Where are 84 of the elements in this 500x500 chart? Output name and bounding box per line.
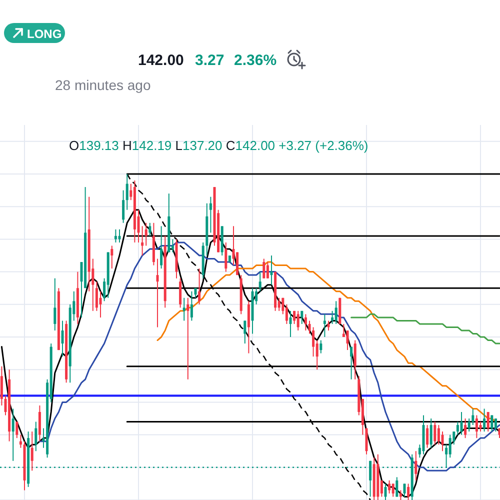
candlestick — [95, 281, 98, 312]
candlestick — [194, 288, 197, 298]
candlestick — [490, 414, 494, 432]
candlestick — [479, 421, 482, 432]
candlestick — [16, 421, 18, 439]
candlestick — [99, 290, 102, 318]
candlestick — [464, 418, 467, 439]
text: O139.13 H142.19 L137.20 C142.00 +3.27 (+2.36%) — [69, 138, 368, 153]
text: 3.27 — [195, 52, 224, 69]
candlestick — [426, 424, 429, 448]
candlestick — [54, 278, 56, 331]
candlestick — [156, 258, 159, 328]
candlestick — [369, 460, 372, 498]
candlestick — [308, 320, 311, 334]
candlestick — [270, 255, 273, 286]
candlestick — [126, 174, 128, 210]
candlestick — [141, 226, 144, 256]
candlestick — [388, 480, 391, 494]
candlestick — [456, 421, 459, 436]
candlestick — [403, 483, 406, 498]
candlestick — [414, 450, 418, 481]
candlestick — [179, 278, 182, 308]
candlestick — [472, 408, 474, 426]
candlestick — [0, 366, 3, 406]
candlestick — [437, 424, 440, 446]
candlestick — [247, 300, 250, 354]
candlestick — [186, 297, 190, 380]
candlestick — [190, 290, 193, 322]
candlestick — [38, 404, 41, 442]
candlestick — [483, 408, 486, 432]
candlestick — [19, 434, 22, 448]
candlestick — [327, 320, 330, 331]
candlestick — [494, 418, 497, 432]
candlestick — [293, 310, 296, 324]
candlestick — [262, 258, 266, 279]
text: 142.00 — [138, 52, 184, 69]
candlestick — [365, 428, 368, 455]
candlestick — [182, 297, 186, 322]
candlestick — [392, 483, 394, 498]
candlestick — [312, 326, 315, 358]
candlestick — [320, 340, 322, 354]
candlestick — [12, 408, 14, 462]
candlestick — [244, 320, 246, 344]
candlestick — [434, 421, 436, 446]
candlestick — [289, 310, 292, 338]
candlestick — [304, 314, 307, 331]
candlestick — [331, 310, 334, 324]
candlestick — [160, 226, 163, 270]
candlestick — [346, 330, 349, 351]
candlestick — [441, 431, 444, 452]
candlestick — [266, 262, 269, 279]
candlestick — [122, 190, 125, 224]
candlestick — [350, 346, 353, 380]
candlestick — [110, 245, 114, 270]
candlestick — [258, 271, 262, 292]
candlestick — [448, 434, 452, 458]
candlestick — [118, 228, 121, 243]
candlestick — [148, 222, 152, 236]
candlestick — [114, 228, 117, 243]
candlestick — [399, 490, 402, 500]
candlestick — [296, 310, 300, 331]
candlestick — [198, 268, 201, 305]
candlestick — [224, 242, 228, 272]
text: LONG — [27, 27, 62, 41]
text: 2.36% — [234, 52, 277, 69]
candlestick — [468, 418, 470, 432]
text: 28 minutes ago — [55, 77, 151, 93]
candlestick — [486, 411, 490, 432]
candlestick — [407, 483, 410, 500]
candlestick — [34, 421, 38, 452]
candlestick — [300, 310, 304, 324]
candlestick — [384, 483, 387, 500]
candlestick — [460, 411, 463, 436]
candlestick — [236, 252, 239, 276]
candlestick — [475, 414, 478, 439]
candlestick — [430, 418, 432, 448]
candlestick — [144, 222, 148, 246]
candlestick — [323, 314, 326, 338]
candlestick — [209, 196, 212, 234]
candlestick — [396, 476, 398, 498]
candlestick — [334, 300, 338, 324]
candlestick — [354, 340, 356, 380]
candlestick — [61, 320, 64, 358]
candlestick — [30, 431, 34, 472]
